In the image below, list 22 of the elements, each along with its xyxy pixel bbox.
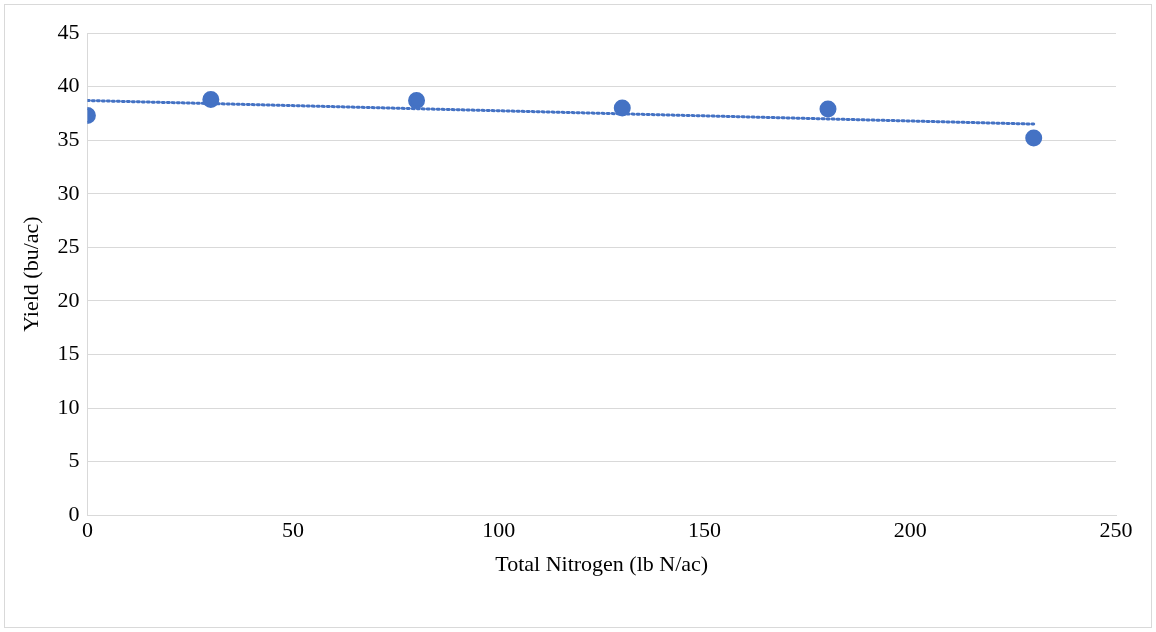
point — [1025, 129, 1043, 147]
x-tick-label: 250 — [1099, 517, 1133, 543]
x-tick-label: 150 — [688, 517, 722, 543]
x-tick-label: 200 — [893, 517, 927, 543]
y-tick-label: 5 — [68, 447, 80, 473]
y-tick-label: 45 — [57, 18, 80, 44]
y-tick-label: 10 — [57, 393, 80, 419]
x-tick-label: 50 — [282, 517, 305, 543]
point — [408, 92, 426, 110]
point — [819, 100, 837, 118]
y-axis-title: Yield (bu/ac) — [17, 216, 43, 332]
y-tick-label: 15 — [57, 340, 80, 366]
y-tick-label: 30 — [57, 179, 80, 205]
point — [613, 99, 631, 117]
y-tick-label: 25 — [57, 233, 80, 259]
y-tick-label: 0 — [68, 500, 80, 526]
point — [202, 90, 220, 108]
y-tick-label: 35 — [57, 125, 80, 151]
y-tick-label: 20 — [57, 286, 80, 312]
x-tick-label: 100 — [482, 517, 516, 543]
x-axis-title: Total Nitrogen (lb N/ac) — [495, 550, 709, 576]
y-tick-label: 40 — [57, 72, 80, 98]
